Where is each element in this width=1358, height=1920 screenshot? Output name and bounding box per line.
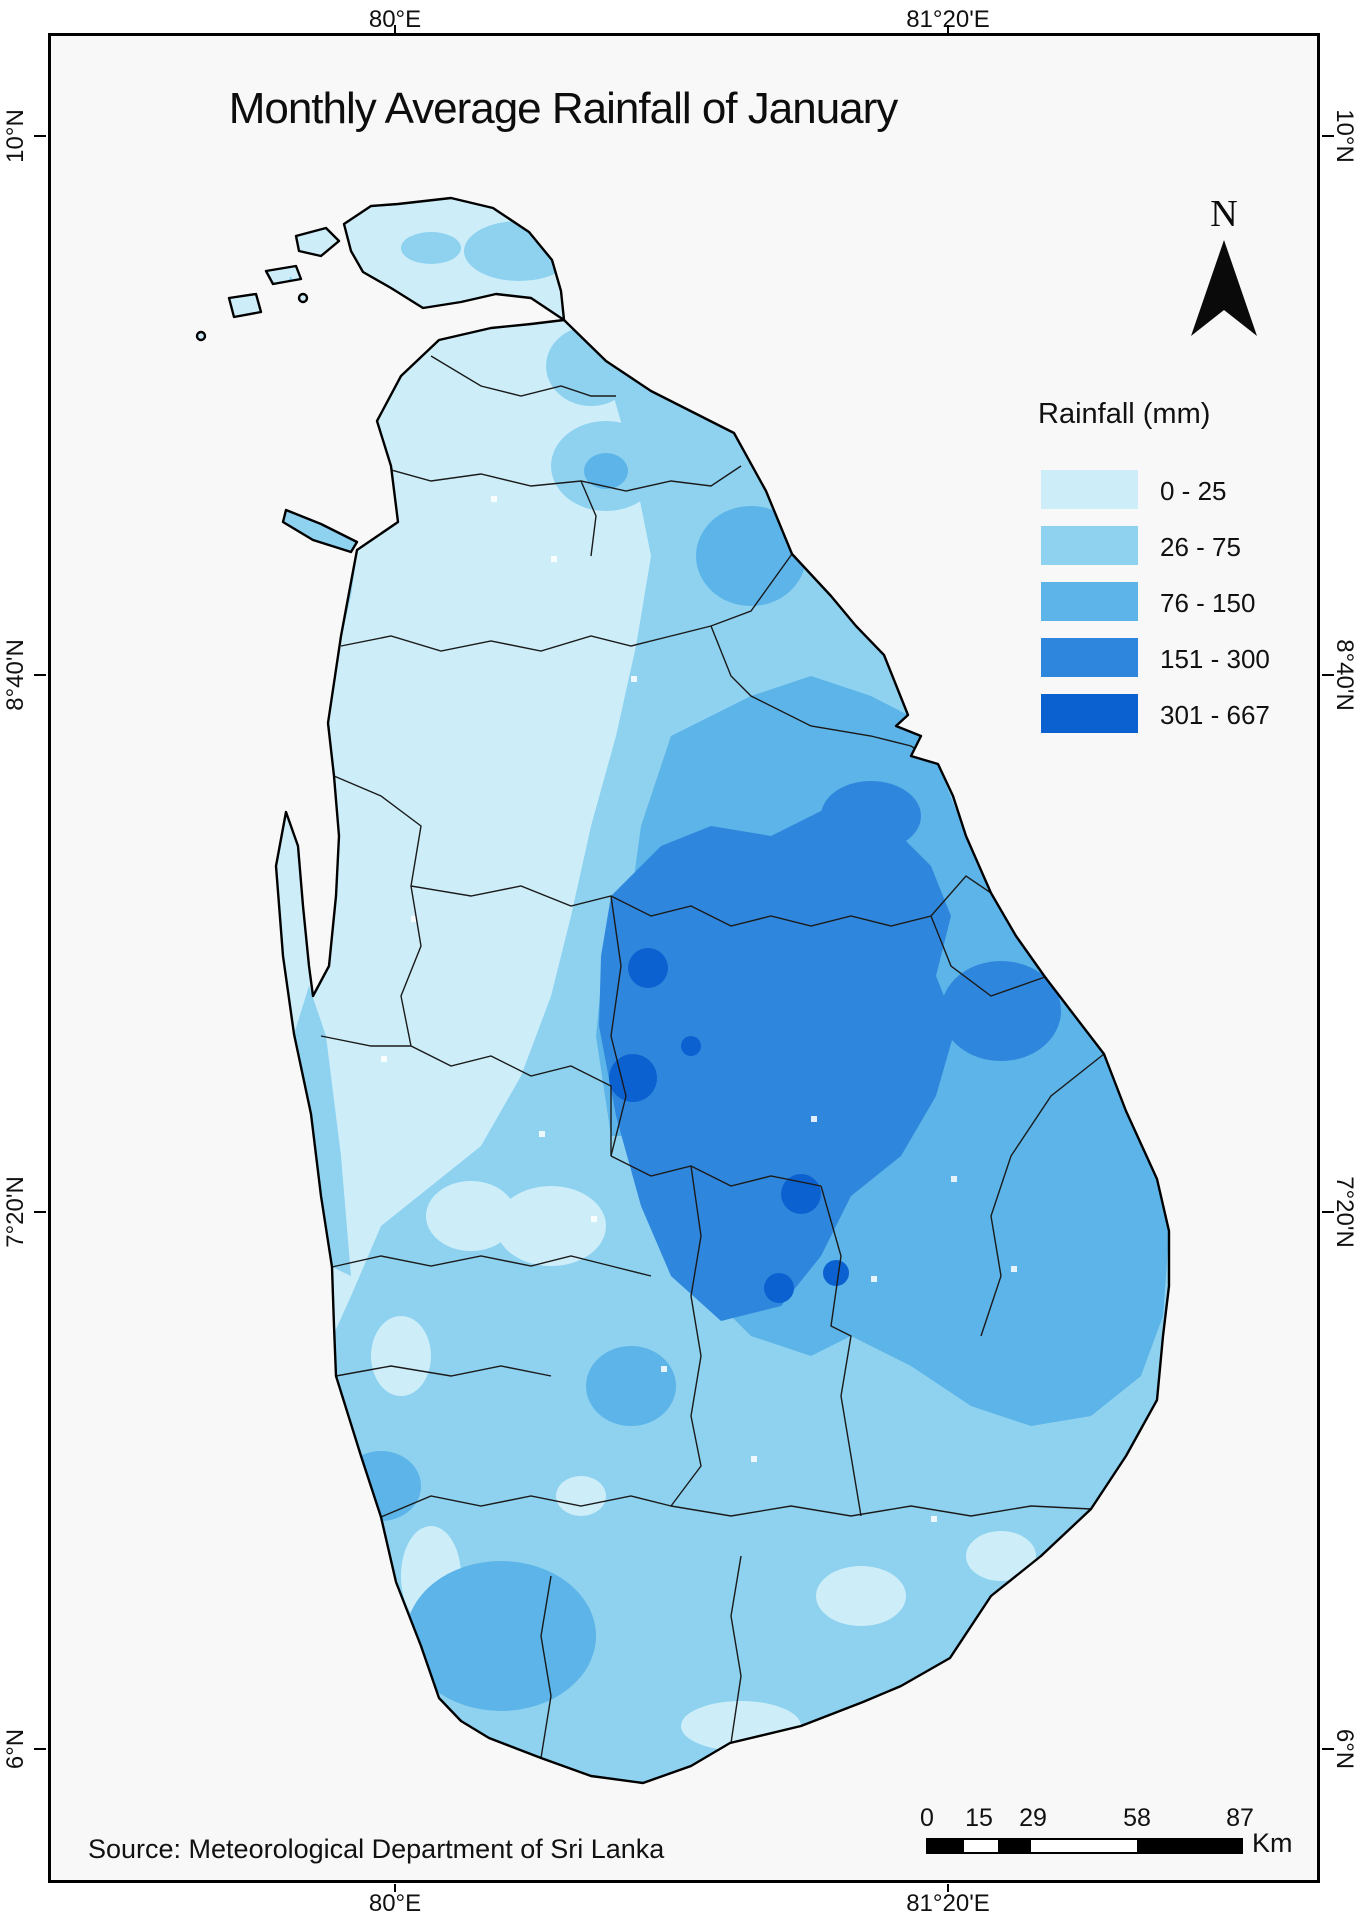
rainfall-raster bbox=[197, 198, 1169, 1783]
graticule-label-lat-right-1: 8°40'N bbox=[1331, 639, 1358, 711]
scale-bar-segment bbox=[1137, 1840, 1241, 1852]
graticule-tick bbox=[1322, 135, 1334, 137]
scale-bar-segment bbox=[963, 1840, 999, 1852]
raster-nodata-specks bbox=[381, 496, 1067, 1522]
map-frame bbox=[48, 33, 1320, 1883]
legend-swatch-76-150 bbox=[1041, 582, 1138, 621]
district-boundaries bbox=[320, 355, 1105, 1759]
graticule-tick bbox=[1322, 1211, 1334, 1213]
legend-title: Rainfall (mm) bbox=[1038, 398, 1211, 430]
legend-label: 301 - 667 bbox=[1160, 700, 1270, 730]
graticule-label-lon-bottom-1: 81°20'E bbox=[906, 1890, 990, 1917]
legend-swatch-151-300 bbox=[1041, 638, 1138, 677]
scale-bar-labels: 0 15 29 58 87 bbox=[920, 1804, 1256, 1832]
scale-label: 15 bbox=[965, 1804, 993, 1832]
graticule-label-lat-left-3: 6°N bbox=[2, 1728, 29, 1770]
scale-label: 29 bbox=[1019, 1804, 1047, 1832]
legend-label: 0 - 25 bbox=[1160, 476, 1227, 506]
legend-label: 151 - 300 bbox=[1160, 644, 1270, 674]
graticule-tick bbox=[34, 135, 46, 137]
graticule-tick bbox=[34, 1211, 46, 1213]
rainfall-layer-151-300 bbox=[599, 781, 1061, 1321]
graticule-tick bbox=[947, 1884, 949, 1892]
graticule-tick bbox=[34, 1748, 46, 1750]
legend-label: 76 - 150 bbox=[1160, 588, 1256, 618]
graticule-label-lat-right-0: 10°N bbox=[1331, 109, 1358, 163]
coastline-outline bbox=[195, 196, 1171, 1785]
graticule-label-lat-left-0: 10°N bbox=[2, 109, 29, 163]
north-arrow-label: N bbox=[1210, 193, 1238, 235]
graticule-tick bbox=[1322, 674, 1334, 676]
scale-bar-segment bbox=[1030, 1840, 1138, 1852]
scale-label: 58 bbox=[1123, 1804, 1151, 1832]
scale-bar-unit: Km bbox=[1252, 1828, 1293, 1858]
graticule-label-lat-left-1: 8°40'N bbox=[2, 639, 29, 711]
map-canvas bbox=[195, 196, 1171, 1785]
graticule-label-lat-left-2: 7°20'N bbox=[2, 1176, 29, 1248]
graticule-label-lat-right-2: 7°20'N bbox=[1331, 1176, 1358, 1248]
legend-swatch-26-75 bbox=[1041, 526, 1138, 565]
north-arrow-icon bbox=[1191, 240, 1257, 336]
source-text: Source: Meteorological Department of Sri… bbox=[88, 1834, 665, 1864]
scale-label: 0 bbox=[920, 1804, 934, 1832]
scale-bar bbox=[926, 1838, 1243, 1854]
graticule-tick bbox=[947, 25, 949, 33]
legend-label: 26 - 75 bbox=[1160, 532, 1241, 562]
scale-bar-segment bbox=[928, 1840, 964, 1852]
graticule-tick bbox=[394, 1884, 396, 1892]
legend-swatch-0-25 bbox=[1041, 470, 1138, 509]
legend-swatch-301-667 bbox=[1041, 694, 1138, 733]
scale-bar-segment bbox=[998, 1840, 1031, 1852]
map-title: Monthly Average Rainfall of January bbox=[228, 84, 899, 133]
graticule-label-lon-bottom-0: 80°E bbox=[368, 1890, 422, 1917]
graticule-tick bbox=[1322, 1748, 1334, 1750]
graticule-tick bbox=[394, 25, 396, 33]
graticule-label-lat-right-3: 6°N bbox=[1331, 1728, 1358, 1770]
graticule-tick bbox=[34, 674, 46, 676]
scale-label: 87 bbox=[1226, 1804, 1254, 1832]
